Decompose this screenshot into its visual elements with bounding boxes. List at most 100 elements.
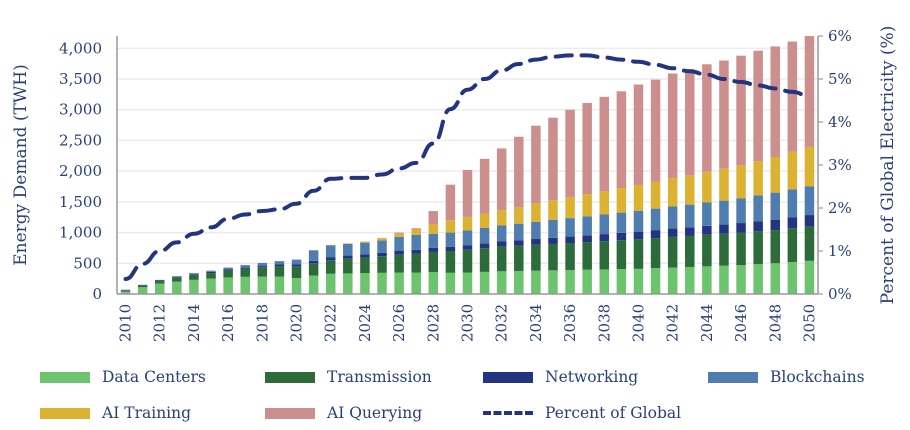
bar-networking: [223, 269, 233, 271]
bar-data-centers: [343, 273, 353, 294]
bar-networking: [616, 232, 627, 241]
bar-ai-training: [343, 243, 353, 244]
legend-item-ai-querying: AI Querying: [265, 404, 422, 422]
bar-ai-querying: [548, 117, 558, 201]
bar-ai-querying: [479, 158, 490, 214]
bar-networking: [325, 257, 336, 261]
bar-transmission: [360, 257, 370, 274]
y2-tick-label: 3%: [828, 156, 852, 174]
legend-label: Data Centers: [102, 368, 206, 386]
bar-data-centers: [394, 272, 404, 294]
bar-ai-querying: [702, 64, 712, 172]
legend-label: Transmission: [327, 368, 432, 386]
bar-blockchains: [172, 276, 182, 278]
bar-blockchains: [274, 261, 285, 265]
x-tick-label: 2036: [561, 304, 579, 342]
y-tick-label: 500: [73, 254, 102, 272]
bar-data-centers: [650, 268, 661, 294]
bar-networking: [343, 255, 353, 259]
bar-blockchains: [377, 240, 387, 253]
bar-transmission: [308, 263, 319, 276]
bar-data-centers: [240, 276, 250, 294]
y2-tick-label: 2%: [828, 199, 852, 217]
bar-networking: [257, 266, 268, 268]
bar-blockchains: [257, 262, 268, 267]
bar-data-centers: [274, 276, 285, 294]
bar-data-centers: [633, 268, 644, 294]
bar-transmission: [120, 290, 131, 292]
bar-ai-training: [428, 223, 439, 234]
bar-ai-training: [377, 238, 387, 241]
bar-data-centers: [120, 291, 131, 294]
x-tick-label: 2022: [322, 304, 340, 342]
bar-ai-training: [616, 188, 627, 213]
bar-blockchains: [223, 267, 233, 270]
bar-networking: [633, 231, 644, 240]
legend-swatch: [265, 371, 315, 383]
bar-data-centers: [736, 265, 746, 294]
bar-data-centers: [770, 263, 781, 294]
bar-ai-querying: [685, 69, 695, 176]
bar-transmission: [240, 268, 250, 277]
bar-ai-training: [736, 165, 746, 199]
legend-swatch: [708, 371, 758, 383]
bar-blockchains: [787, 189, 798, 218]
bar-data-centers: [719, 265, 729, 294]
bar-ai-querying: [514, 136, 524, 208]
y-tick-label: 1,000: [59, 224, 102, 242]
bar-data-centers: [548, 270, 558, 294]
bar-ai-querying: [770, 46, 781, 158]
bar-ai-training: [770, 157, 781, 193]
bar-ai-querying: [719, 60, 729, 169]
bar-data-centers: [565, 270, 575, 294]
bar-blockchains: [565, 218, 575, 237]
bar-blockchains: [736, 198, 746, 224]
bar-transmission: [274, 266, 285, 277]
bar-data-centers: [291, 278, 302, 294]
bar-networking: [787, 217, 798, 229]
bar-ai-training: [565, 197, 575, 219]
bar-blockchains: [667, 206, 678, 229]
bar-data-centers: [137, 287, 148, 294]
x-tick-label: 2050: [800, 304, 818, 342]
bar-data-centers: [531, 270, 541, 294]
bar-ai-querying: [411, 228, 421, 230]
bar-data-centers: [582, 269, 592, 294]
bar-data-centers: [377, 272, 387, 294]
y-tick-label: 4,000: [59, 39, 102, 57]
bar-ai-training: [496, 210, 507, 226]
legend-label: Percent of Global: [545, 404, 682, 422]
x-tick-label: 2024: [356, 304, 374, 342]
bar-ai-training: [394, 233, 404, 237]
y-tick-label: 3,500: [59, 70, 102, 88]
bar-transmission: [770, 230, 781, 264]
bar-blockchains: [616, 212, 627, 233]
bar-data-centers: [479, 271, 490, 294]
bar-ai-querying: [565, 109, 575, 198]
bar-networking: [753, 221, 763, 232]
legend-label: AI Training: [102, 404, 192, 422]
x-tick-label: 2030: [459, 304, 477, 342]
bar-blockchains: [633, 210, 644, 232]
x-tick-label: 2016: [219, 304, 237, 342]
bar-transmission: [206, 273, 216, 279]
y-tick-label: 1,500: [59, 193, 102, 211]
bar-blockchains: [343, 243, 353, 256]
bar-data-centers: [325, 273, 336, 294]
bar-transmission: [154, 281, 165, 284]
y-axis-label: Energy Demand (TWH): [11, 64, 31, 266]
bar-ai-training: [599, 191, 610, 215]
bar-ai-querying: [804, 36, 815, 147]
x-tick-label: 2014: [185, 304, 203, 342]
legend-label: Networking: [545, 368, 639, 386]
bar-ai-training: [667, 178, 678, 207]
legend-item-networking: Networking: [483, 368, 638, 386]
bar-transmission: [804, 226, 815, 261]
bar-ai-training: [325, 244, 336, 246]
bar-ai-querying: [650, 79, 661, 182]
bar-transmission: [514, 245, 524, 271]
bar-networking: [137, 285, 148, 287]
bar-networking: [291, 264, 302, 267]
bar-blockchains: [308, 250, 319, 261]
